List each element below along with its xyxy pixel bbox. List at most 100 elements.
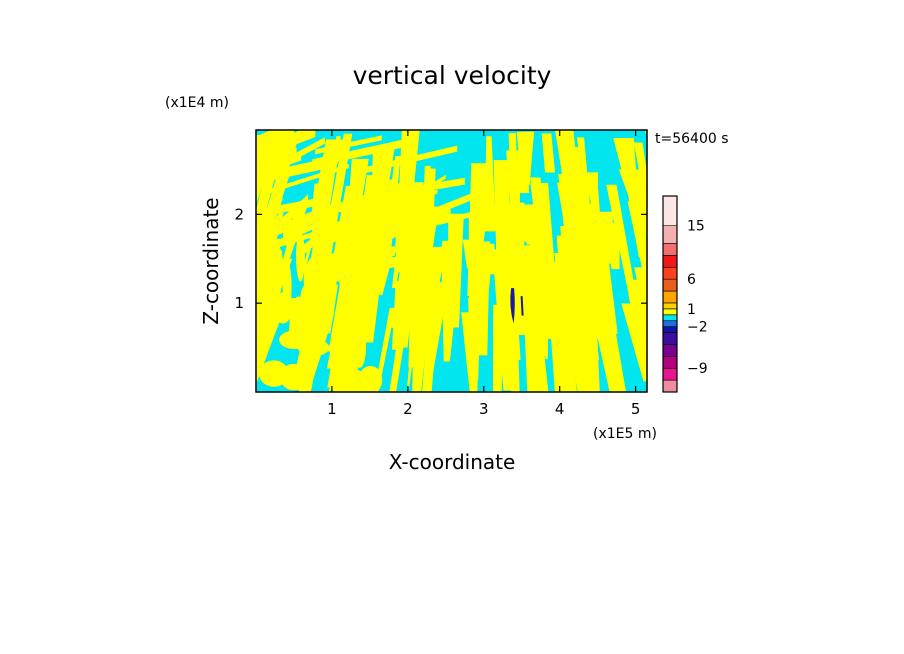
positive-velocity-band	[256, 130, 316, 160]
colorbar-level	[662, 308, 678, 316]
positive-velocity-patch	[331, 254, 351, 283]
y-unit-label: (x1E4 m)	[165, 95, 229, 111]
positive-velocity-patch	[335, 339, 348, 376]
positive-velocity-patch	[358, 365, 383, 392]
positive-velocity-streak	[580, 279, 600, 392]
plot-frame	[255, 129, 648, 393]
positive-velocity-patch	[258, 360, 289, 387]
positive-velocity-streak	[488, 243, 498, 275]
positive-velocity-streak	[541, 133, 556, 173]
colorbar-tick-label: 1	[687, 302, 696, 318]
positive-velocity-streak	[327, 268, 360, 388]
positive-velocity-streak	[412, 312, 430, 392]
positive-velocity-streak	[422, 246, 447, 327]
colorbar-level	[662, 356, 678, 369]
positive-velocity-streak	[484, 136, 497, 232]
colorbar-level	[662, 320, 678, 327]
positive-velocity-patch	[289, 296, 308, 336]
positive-velocity-band	[256, 147, 297, 177]
positive-velocity-band	[343, 179, 392, 215]
x-tick-label: 2	[403, 400, 413, 418]
x-tick-label: 4	[555, 400, 565, 418]
positive-velocity-patch	[273, 292, 293, 324]
positive-velocity-patch	[279, 330, 310, 350]
positive-velocity-streak	[537, 261, 550, 360]
positive-velocity-streak	[606, 184, 641, 319]
x-axis: 1 2 3 4 5	[327, 130, 640, 418]
x-axis-label: X-coordinate	[389, 450, 516, 474]
colorbar: 15 6 1 −2 −9	[662, 195, 708, 393]
positive-velocity-patch	[364, 239, 381, 281]
positive-velocity-streak	[447, 213, 464, 328]
colorbar-tick-label: 6	[687, 272, 696, 288]
positive-velocity-streak	[461, 312, 478, 392]
positive-velocity-streak	[517, 155, 530, 194]
y-tick-label: 2	[234, 205, 244, 223]
colorbar-level	[662, 195, 678, 226]
positive-velocity-streak	[391, 280, 408, 350]
positive-velocity-band	[342, 208, 425, 251]
colorbar-level	[662, 344, 678, 357]
x-unit-label: (x1E5 m)	[593, 426, 657, 442]
positive-velocity-streak	[492, 249, 512, 391]
positive-velocity-streak	[468, 212, 488, 324]
positive-velocity-streak	[588, 276, 626, 392]
positive-velocity-band	[394, 174, 446, 211]
strong-negative-core	[520, 296, 524, 316]
strong-negative-core	[510, 288, 515, 324]
positive-velocity-band	[298, 217, 338, 259]
positive-velocity-streak	[474, 285, 482, 381]
chart-title: vertical velocity	[353, 61, 552, 90]
velocity-field	[192, 130, 647, 392]
positive-velocity-streak	[575, 199, 592, 292]
colorbar-level	[662, 243, 678, 256]
y-axis-label: Z-coordinate	[199, 197, 223, 324]
positive-velocity-band	[313, 215, 384, 251]
positive-velocity-streak	[422, 284, 441, 392]
colorbar-level	[662, 266, 678, 280]
colorbar-level	[662, 332, 678, 345]
colorbar-level	[662, 314, 678, 322]
colorbar-level	[662, 367, 678, 381]
positive-velocity-band	[256, 130, 294, 147]
colorbar-tick-label: −2	[687, 320, 708, 336]
y-axis: 12	[234, 205, 647, 312]
positive-velocity-streak	[551, 269, 577, 392]
colorbar-level	[662, 255, 678, 268]
colorbar-level	[662, 278, 678, 292]
positive-velocity-band	[385, 209, 482, 238]
x-tick-label: 1	[327, 400, 337, 418]
y-tick-label: 1	[234, 294, 244, 312]
positive-velocity-patch	[258, 254, 283, 273]
positive-velocity-streak	[510, 254, 529, 336]
positive-velocity-streak	[600, 222, 620, 270]
positive-velocity-patch	[296, 232, 305, 282]
colorbar-frame	[662, 195, 678, 393]
positive-velocity-patch	[353, 324, 367, 368]
positive-velocity-band	[320, 194, 407, 216]
positive-velocity-streak	[590, 188, 601, 215]
colorbar-level	[662, 326, 678, 333]
positive-velocity-streak	[530, 182, 558, 300]
x-tick-label: 5	[631, 400, 641, 418]
positive-velocity-band	[256, 196, 325, 218]
positive-velocity-band	[256, 157, 331, 184]
positive-velocity-streak	[634, 267, 647, 329]
positive-velocity-streak	[566, 312, 589, 382]
colorbar-level	[662, 379, 678, 393]
plot-area	[192, 129, 648, 393]
positive-velocity-band	[264, 163, 349, 196]
colorbar-tick-label: −9	[687, 361, 708, 377]
positive-velocity-band	[312, 137, 412, 168]
positive-velocity-streak	[192, 140, 229, 202]
positive-velocity-band	[283, 208, 324, 239]
positive-velocity-band	[315, 135, 382, 155]
colorbar-tick-label: 15	[687, 219, 705, 235]
x-tick-label: 3	[479, 400, 489, 418]
colorbar-level	[662, 290, 678, 304]
positive-velocity-streak	[633, 142, 647, 214]
colorbar-level	[662, 302, 678, 310]
positive-velocity-band	[362, 145, 458, 174]
positive-velocity-streak	[374, 307, 396, 392]
